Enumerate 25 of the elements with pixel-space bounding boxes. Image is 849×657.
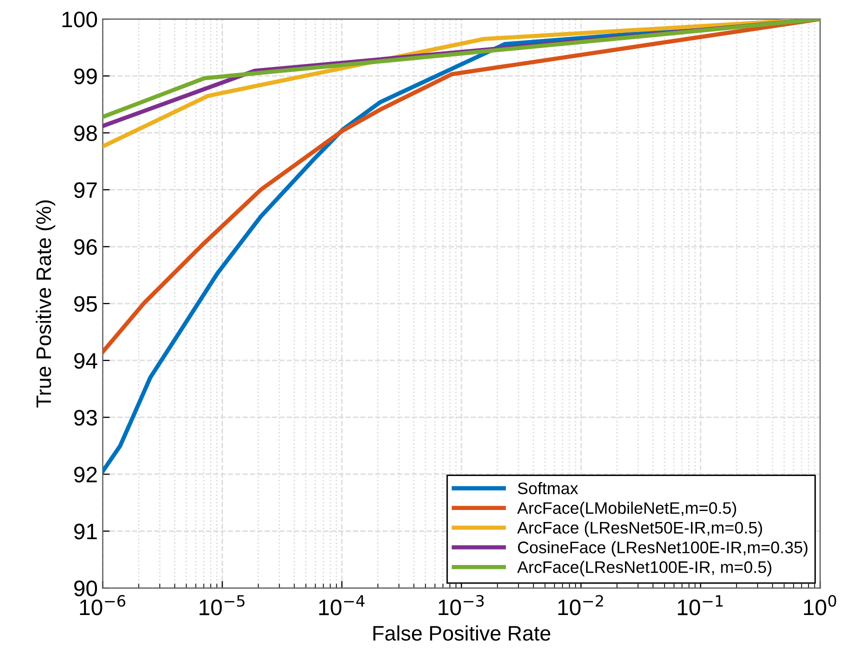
y-tick-label: 91	[74, 524, 97, 540]
legend-label: Softmax	[518, 482, 578, 494]
y-tick-label: 100	[62, 12, 97, 28]
legend-label: CosineFace (LResNet100E-IR,m=0.35)	[518, 541, 808, 557]
y-axis-title: True Positive Rate (%)	[36, 200, 56, 408]
y-tick-label: 99	[74, 68, 97, 84]
y-tick-label: 94	[74, 352, 98, 369]
y-tick-label: 98	[74, 125, 97, 142]
legend-label: ArcFace (LResNet50E-IR,m=0.5)	[517, 521, 762, 537]
x-tick-label: 10$^{−4}$	[319, 595, 365, 616]
x-axis-title: False Positive Rate	[373, 625, 550, 641]
x-tick-label: 10$^{−2}$	[558, 595, 603, 616]
legend-label: ArcFace(LResNet100E-IR, m=0.5)	[517, 560, 772, 576]
x-tick-label: 10$^{−3}$	[438, 595, 484, 616]
y-tick-label: 96	[74, 239, 97, 255]
x-tick-label: 10$^{0}$	[804, 595, 836, 616]
y-tick-label: 92	[74, 466, 97, 482]
y-tick-label: 93	[74, 410, 97, 426]
x-tick-label: 10$^{−1}$	[678, 595, 723, 616]
x-tick-label: 10$^{−5}$	[200, 595, 244, 616]
y-tick-label: 97	[74, 182, 97, 198]
legend-label: ArcFace(LMobileNetE,m=0.5)	[517, 502, 736, 518]
x-tick-label: 10$^{−6}$	[80, 595, 126, 616]
y-tick-label: 95	[74, 296, 97, 312]
y-tick-label: 90	[74, 580, 97, 596]
